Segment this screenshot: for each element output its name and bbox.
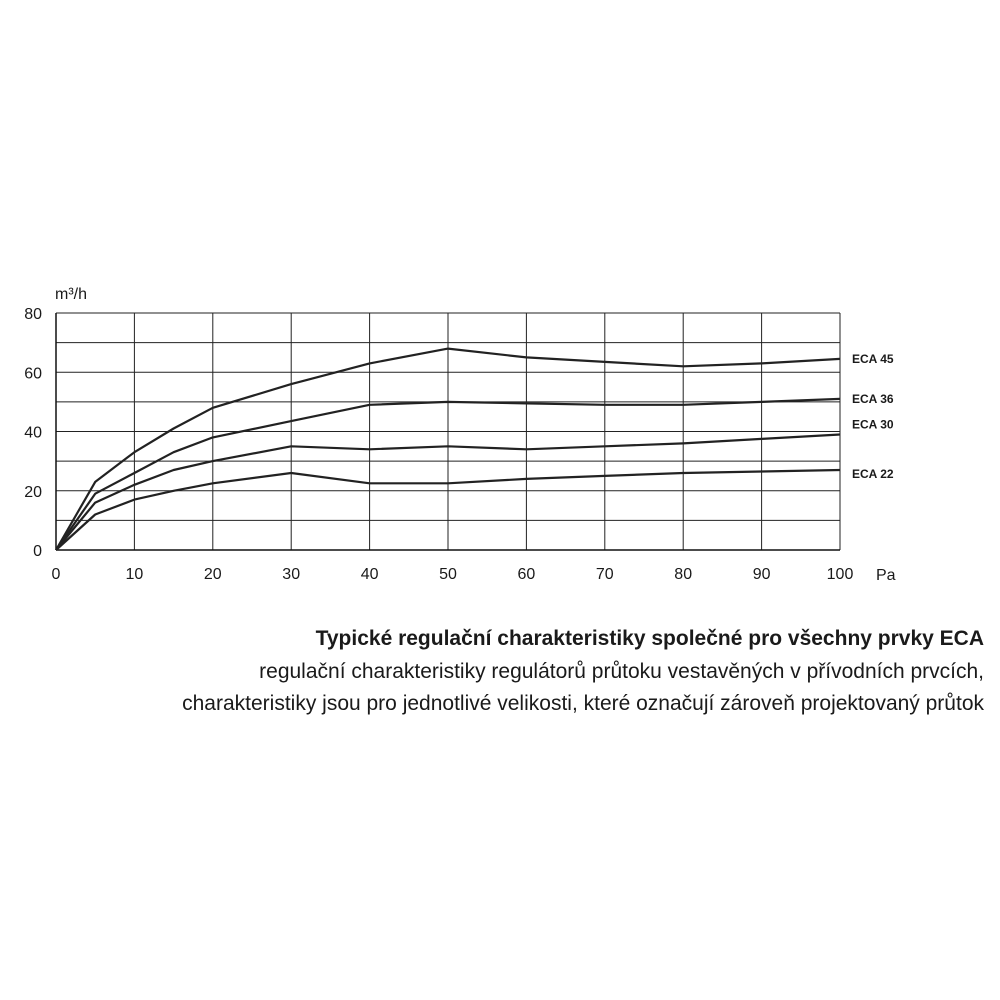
x-tick-label-10: 10 xyxy=(126,566,144,583)
series-line-eca-30 xyxy=(55,433,841,551)
y-tick-label-60: 60 xyxy=(24,365,42,382)
y-tick-label-0: 0 xyxy=(33,543,42,560)
y-tick-label-80: 80 xyxy=(24,306,42,323)
chart-series-lines xyxy=(55,347,841,551)
series-line-eca-36 xyxy=(55,397,841,551)
x-axis-unit-label: Pa xyxy=(876,567,896,584)
caption-title: Typické regulační charakteristiky společ… xyxy=(315,627,984,650)
series-label-eca-45: ECA 45 xyxy=(852,352,894,366)
x-tick-label-80: 80 xyxy=(674,566,692,583)
x-tick-label-40: 40 xyxy=(361,566,379,583)
x-tick-label-30: 30 xyxy=(282,566,300,583)
x-tick-label-100: 100 xyxy=(827,566,854,583)
chart-labels: ECA 45 ECA 36 ECA 30 ECA 22 xyxy=(852,352,894,481)
x-tick-label-70: 70 xyxy=(596,566,614,583)
x-tick-label-60: 60 xyxy=(518,566,536,583)
series-label-eca-22: ECA 22 xyxy=(852,467,894,481)
x-tick-label-20: 20 xyxy=(204,566,222,583)
x-tick-label-0: 0 xyxy=(52,566,61,583)
flow-characteristics-chart: 0 20 40 60 80 0 10 20 30 40 50 60 70 80 90 100 m³/h Pa EC… xyxy=(24,286,895,584)
series-label-eca-36: ECA 36 xyxy=(852,392,894,406)
series-line-eca-45 xyxy=(55,347,841,551)
x-tick-label-50: 50 xyxy=(439,566,457,583)
y-tick-label-20: 20 xyxy=(24,484,42,501)
series-label-eca-30: ECA 30 xyxy=(852,417,894,431)
chart-axes: 0 20 40 60 80 0 10 20 30 40 50 60 70 80 90 100 m³/h Pa xyxy=(24,286,895,584)
y-axis-unit-label: m³/h xyxy=(55,286,87,303)
x-tick-label-90: 90 xyxy=(753,566,771,583)
caption-line-1: regulační charakteristiky regulátorů prů… xyxy=(259,660,984,683)
y-tick-label-40: 40 xyxy=(24,425,42,442)
series-line-eca-22 xyxy=(55,468,841,551)
caption-line-2: charakteristiky jsou pro jednotlivé veli… xyxy=(182,692,984,715)
